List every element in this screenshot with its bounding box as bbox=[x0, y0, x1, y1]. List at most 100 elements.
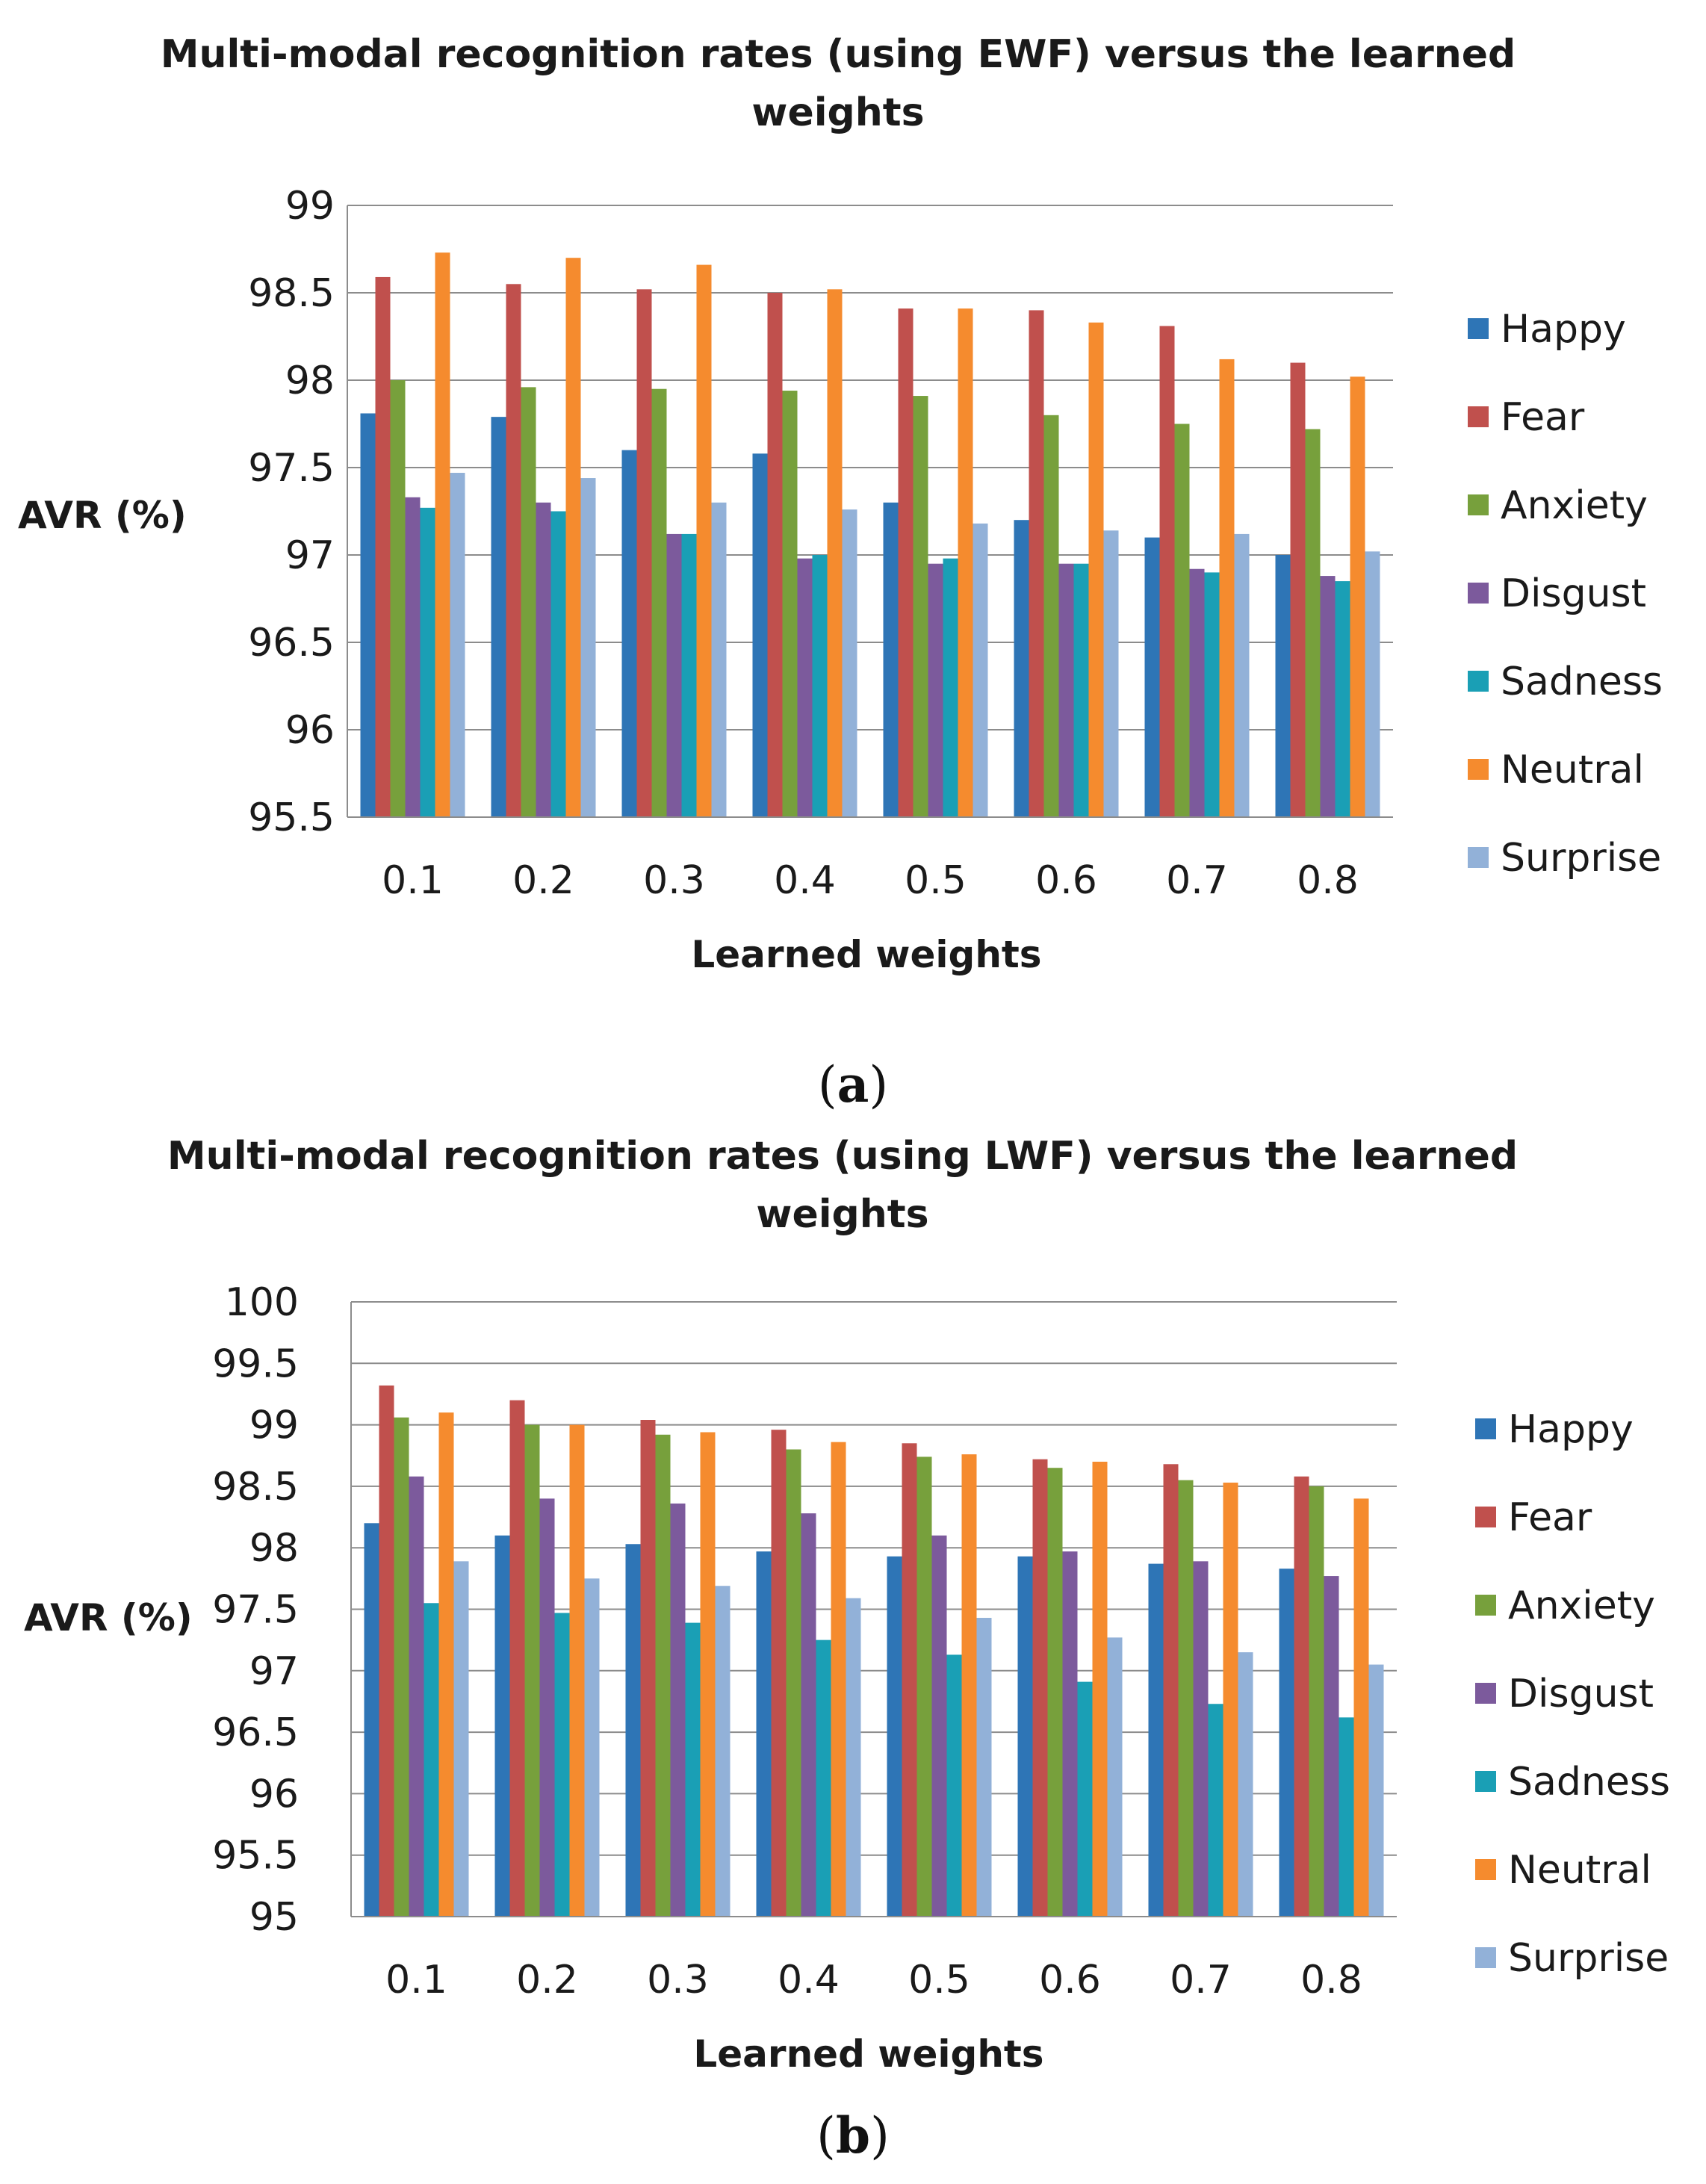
chart-a-bar-sadness-0.1 bbox=[420, 507, 435, 817]
chart-a-bar-sadness-0.7 bbox=[1204, 572, 1220, 817]
chart-a-bar-neutral-0.3 bbox=[696, 264, 712, 817]
chart-b-y-tick-label: 95.5 bbox=[212, 1834, 299, 1879]
chart-b-bar-fear-0.8 bbox=[1294, 1476, 1309, 1917]
chart-b-x-tick-label: 0.1 bbox=[385, 1958, 447, 2002]
chart-b-bar-fear-0.2 bbox=[509, 1400, 525, 1917]
chart-a-y-tick-label: 95.5 bbox=[248, 795, 335, 840]
chart-b-x-tick-label: 0.7 bbox=[1170, 1958, 1232, 2002]
chart-b-x-tick-label: 0.3 bbox=[647, 1958, 709, 2002]
chart-b-bar-neutral-0.3 bbox=[700, 1432, 716, 1917]
chart-b-bar-surprise-0.3 bbox=[715, 1586, 731, 1917]
chart-b-x-axis-title: Learned weights bbox=[693, 2032, 1043, 2076]
chart-a-bar-sadness-0.6 bbox=[1073, 563, 1089, 817]
chart-a-legend-label-fear: Fear bbox=[1501, 395, 1585, 440]
chart-b-legend-label-surprise: Surprise bbox=[1508, 1936, 1669, 1981]
chart-b-y-tick-label: 96.5 bbox=[212, 1710, 299, 1755]
chart-a-bar-surprise-0.8 bbox=[1365, 551, 1380, 817]
chart-a-legend-swatch-neutral bbox=[1468, 759, 1489, 780]
chart-b-y-tick-label: 97 bbox=[249, 1649, 299, 1694]
chart-a-bar-sadness-0.2 bbox=[550, 511, 566, 817]
chart-a-caption-close: ) bbox=[869, 1056, 888, 1114]
chart-b-x-tick-label: 0.4 bbox=[778, 1958, 840, 2002]
chart-b-caption-open: ( bbox=[816, 2107, 836, 2165]
chart-a-bar-surprise-0.4 bbox=[842, 509, 857, 817]
chart-a-x-tick-label: 0.7 bbox=[1166, 858, 1228, 903]
chart-b-legend-swatch-neutral bbox=[1475, 1859, 1496, 1880]
chart-b-bar-disgust-0.2 bbox=[539, 1498, 555, 1917]
chart-b-bar-anxiety-0.7 bbox=[1178, 1480, 1194, 1917]
chart-a-bar-surprise-0.2 bbox=[580, 478, 596, 817]
chart-a-bar-happy-0.2 bbox=[491, 417, 506, 817]
chart-a-legend: Happy Fear Anxiety Disgust Sadness Neutral Sur… bbox=[1468, 307, 1663, 881]
chart-a-legend-label-anxiety: Anxiety bbox=[1501, 483, 1648, 528]
chart-a-bar-fear-0.8 bbox=[1290, 362, 1306, 818]
chart-b-legend-label-disgust: Disgust bbox=[1508, 1672, 1654, 1716]
chart-b-y-tick-label: 100 bbox=[225, 1280, 299, 1325]
chart-b-bar-happy-0.3 bbox=[625, 1544, 641, 1917]
chart-b-legend: Happy Fear Anxiety Disgust Sadness Neutral Sur… bbox=[1475, 1407, 1670, 1981]
chart-b-bar-sadness-0.7 bbox=[1208, 1704, 1223, 1917]
chart-a-legend-label-neutral: Neutral bbox=[1501, 748, 1644, 792]
chart-b-bar-neutral-0.8 bbox=[1353, 1498, 1369, 1917]
chart-a-bar-happy-0.6 bbox=[1014, 520, 1029, 817]
chart-a-bar-neutral-0.2 bbox=[565, 258, 581, 817]
chart-a-y-tick-label: 98.5 bbox=[248, 271, 335, 316]
chart-a-legend-swatch-sadness bbox=[1468, 671, 1489, 692]
chart-a-bar-neutral-0.6 bbox=[1088, 322, 1104, 817]
chart-a-title-line1: Multi-modal recognition rates (using EWF… bbox=[161, 32, 1516, 77]
chart-b-bar-happy-0.2 bbox=[494, 1535, 510, 1917]
chart-a-x-tick-label: 0.2 bbox=[512, 858, 574, 903]
chart-b-bar-fear-0.5 bbox=[902, 1443, 917, 1917]
chart-a-y-tick-label: 96 bbox=[285, 708, 335, 753]
chart-b-bar-sadness-0.6 bbox=[1077, 1681, 1093, 1917]
chart-a-bar-happy-0.8 bbox=[1275, 555, 1291, 817]
chart-b-bar-disgust-0.6 bbox=[1062, 1551, 1078, 1917]
chart-b-bar-sadness-0.4 bbox=[816, 1639, 831, 1917]
chart-b-y-tick-label: 98.5 bbox=[212, 1465, 299, 1510]
chart-b-bar-anxiety-0.2 bbox=[524, 1424, 540, 1917]
chart-b-bar-neutral-0.7 bbox=[1223, 1482, 1238, 1917]
chart-b-bar-disgust-0.5 bbox=[931, 1535, 947, 1917]
chart-a-legend-swatch-happy bbox=[1468, 318, 1489, 339]
chart-a-bar-sadness-0.4 bbox=[812, 555, 828, 817]
chart-a-plot-area: 95.5 96 96.5 97 97.5 98 98.5 99 0.1 0.2 0.3 0.4 0.5 0… bbox=[248, 184, 1393, 903]
chart-a-bar-disgust-0.4 bbox=[797, 558, 813, 817]
chart-b-bar-happy-0.6 bbox=[1017, 1556, 1033, 1917]
chart-a-x-tick-label: 0.4 bbox=[774, 858, 836, 903]
chart-b-x-tick-label: 0.8 bbox=[1300, 1958, 1362, 2002]
chart-b-bar-anxiety-0.6 bbox=[1047, 1468, 1063, 1917]
chart-a-bar-disgust-0.1 bbox=[405, 497, 421, 817]
chart-b-y-axis-title: AVR (%) bbox=[24, 1596, 193, 1639]
chart-a-bar-fear-0.5 bbox=[898, 308, 914, 817]
chart-b-bar-neutral-0.2 bbox=[569, 1424, 585, 1917]
chart-a-bar-surprise-0.3 bbox=[711, 502, 727, 817]
chart-b-bar-happy-0.8 bbox=[1279, 1569, 1294, 1917]
chart-a-x-tick-label: 0.1 bbox=[382, 858, 444, 903]
chart-a-bar-anxiety-0.2 bbox=[521, 387, 536, 817]
chart-a-bar-happy-0.1 bbox=[360, 413, 376, 817]
chart-b-bar-fear-0.6 bbox=[1032, 1459, 1048, 1917]
chart-b-legend-label-anxiety: Anxiety bbox=[1508, 1583, 1655, 1628]
chart-a-bar-neutral-0.5 bbox=[958, 308, 973, 817]
chart-b-y-tick-label: 95 bbox=[249, 1895, 299, 1940]
chart-a-x-axis-title: Learned weights bbox=[691, 933, 1041, 976]
chart-b-bar-sadness-0.2 bbox=[554, 1613, 570, 1917]
chart-a-bar-sadness-0.3 bbox=[681, 533, 697, 817]
chart-b-bar-sadness-0.8 bbox=[1339, 1717, 1354, 1917]
chart-b-caption-letter: b bbox=[836, 2106, 870, 2165]
chart-b-bar-surprise-0.4 bbox=[846, 1598, 861, 1917]
chart-b-bar-happy-0.1 bbox=[364, 1523, 379, 1917]
chart-a-bar-disgust-0.3 bbox=[666, 533, 682, 817]
chart-a-bar-fear-0.6 bbox=[1029, 310, 1044, 817]
chart-a-bar-sadness-0.5 bbox=[943, 558, 958, 817]
chart-a-bar-anxiety-0.5 bbox=[913, 396, 928, 817]
chart-b-bar-neutral-0.4 bbox=[831, 1442, 846, 1917]
chart-b-legend-swatch-happy bbox=[1475, 1418, 1496, 1439]
chart-a-legend-swatch-disgust bbox=[1468, 583, 1489, 604]
chart-b-legend-swatch-fear bbox=[1475, 1507, 1496, 1527]
chart-b-bar-fear-0.7 bbox=[1163, 1464, 1179, 1917]
chart-a-bar-surprise-0.7 bbox=[1234, 533, 1250, 817]
chart-b-plot-area: 95 95.5 96 96.5 97 97.5 98 98.5 99 99.5 100 0.1 0.2 0… bbox=[212, 1280, 1397, 2002]
chart-b-bar-surprise-0.6 bbox=[1107, 1637, 1123, 1917]
chart-b-bar-anxiety-0.1 bbox=[394, 1417, 409, 1917]
